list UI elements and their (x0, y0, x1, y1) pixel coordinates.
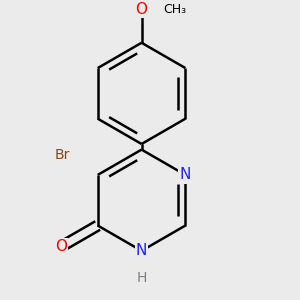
Text: N: N (180, 167, 191, 182)
Text: O: O (136, 2, 148, 16)
Text: Br: Br (55, 148, 70, 161)
Text: O: O (55, 239, 67, 254)
Text: N: N (136, 243, 147, 258)
Text: H: H (136, 271, 147, 284)
Text: CH₃: CH₃ (164, 2, 187, 16)
